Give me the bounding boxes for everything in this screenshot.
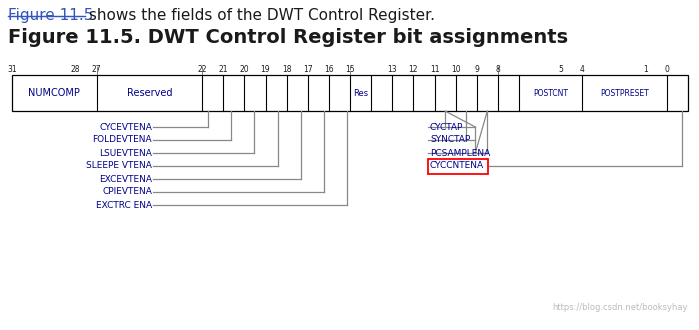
Text: https://blog.csdn.net/booksyhay: https://blog.csdn.net/booksyhay [552, 303, 688, 312]
Text: Figure 11.5: Figure 11.5 [8, 8, 94, 23]
Text: 1: 1 [643, 65, 648, 74]
Text: CYCTAP: CYCTAP [430, 122, 463, 131]
Text: 4: 4 [580, 65, 585, 74]
Text: 5: 5 [559, 65, 563, 74]
Text: CPIEVTENA: CPIEVTENA [102, 187, 152, 196]
Text: POSTCNT: POSTCNT [533, 88, 568, 97]
Text: CYCCNTENA: CYCCNTENA [430, 161, 484, 171]
Text: 31: 31 [7, 65, 17, 74]
Text: 8: 8 [496, 65, 500, 74]
Text: 21: 21 [219, 65, 228, 74]
Text: EXCTRC ENA: EXCTRC ENA [96, 201, 152, 210]
Text: 10: 10 [451, 65, 461, 74]
Text: 27: 27 [92, 65, 101, 74]
Text: 22: 22 [197, 65, 207, 74]
Text: FOLDEVTENA: FOLDEVTENA [92, 136, 152, 145]
Text: shows the fields of the DWT Control Register.: shows the fields of the DWT Control Regi… [84, 8, 435, 23]
Text: 16: 16 [324, 65, 333, 74]
Text: 18: 18 [282, 65, 291, 74]
Text: SLEEPE VTENA: SLEEPE VTENA [86, 161, 152, 171]
Text: 9: 9 [475, 65, 480, 74]
Text: 11: 11 [430, 65, 439, 74]
Text: 15: 15 [345, 65, 355, 74]
Text: PCSAMPLENA: PCSAMPLENA [430, 148, 490, 157]
Bar [12, 75, 688, 111]
Text: 28: 28 [71, 65, 80, 74]
Text: EXCEVTENA: EXCEVTENA [99, 175, 152, 183]
Text: 0: 0 [665, 65, 670, 74]
FancyBboxPatch shape [428, 158, 488, 174]
Text: Reserved: Reserved [127, 88, 172, 98]
Text: SYNCTAP: SYNCTAP [430, 136, 470, 145]
Text: 20: 20 [240, 65, 249, 74]
Text: 13: 13 [387, 65, 397, 74]
Text: NUMCOMP: NUMCOMP [29, 88, 80, 98]
Text: Figure 11.5. DWT Control Register bit assignments: Figure 11.5. DWT Control Register bit as… [8, 28, 568, 47]
Text: LSUEVTENA: LSUEVTENA [99, 148, 152, 157]
Text: 12: 12 [409, 65, 418, 74]
Text: Res: Res [353, 88, 368, 97]
Text: 17: 17 [303, 65, 312, 74]
Text: POSTPRESET: POSTPRESET [600, 88, 649, 97]
Text: CYCEVTENA: CYCEVTENA [99, 122, 152, 131]
Text: 19: 19 [261, 65, 271, 74]
